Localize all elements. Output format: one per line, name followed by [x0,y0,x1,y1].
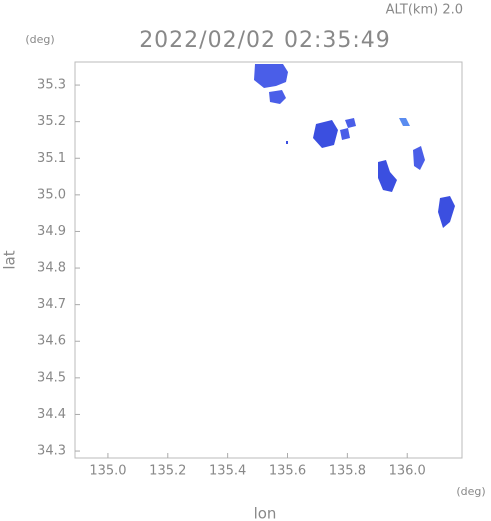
echo-areas [254,64,455,228]
x-tick-label: 135.8 [329,464,366,479]
chart-title: 2022/02/02 02:35:49 [139,28,391,53]
echo [340,128,350,140]
y-tick-label: 34.4 [37,407,66,422]
y-tick-label: 34.8 [37,261,66,276]
x-tick-label: 136.0 [389,464,426,479]
echo [413,146,425,170]
plot-frame [74,61,463,459]
x-axis-label: lon [254,505,277,521]
x-tick-label: 135.6 [269,464,306,479]
x-unit: (deg) [456,485,485,498]
y-tick-label: 34.3 [37,444,66,459]
y-axis-label: lat [1,250,19,269]
echo [269,90,286,104]
echo [438,196,455,228]
echo [254,64,288,88]
x-tick-label: 135.0 [89,464,126,479]
y-tick-label: 34.6 [37,334,66,349]
echo [345,118,356,128]
y-tick-label: 35.1 [37,151,66,166]
y-tick-label: 35.0 [37,187,66,202]
y-unit: (deg) [25,33,54,46]
x-tick-label: 135.2 [149,464,186,479]
echo [378,160,397,192]
y-tick-label: 34.5 [37,370,66,385]
echo [399,118,410,126]
echo [286,141,288,144]
y-tick-label: 35.2 [37,114,66,129]
y-tick-label: 34.9 [37,224,66,239]
y-tick-label: 35.3 [37,78,66,93]
echo [313,120,338,148]
y-tick-label: 34.7 [37,297,66,312]
altitude-label: ALT(km) 2.0 [386,3,463,18]
x-tick-label: 135.4 [209,464,246,479]
